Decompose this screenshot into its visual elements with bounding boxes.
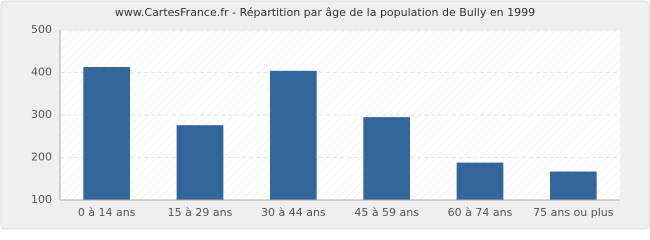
bar	[176, 125, 224, 200]
y-tick-label: 500	[31, 23, 52, 36]
y-tick-label: 100	[31, 193, 52, 206]
x-tick-label: 75 ans ou plus	[533, 206, 614, 219]
bar	[83, 66, 130, 200]
x-tick-label: 45 à 59 ans	[354, 206, 419, 219]
chart: www.CartesFrance.fr - Répartition par âg…	[0, 0, 650, 230]
y-tick-label: 300	[31, 108, 52, 121]
x-tick-label: 0 à 14 ans	[78, 206, 136, 219]
bar	[550, 171, 597, 200]
x-tick-label: 30 à 44 ans	[261, 206, 326, 219]
y-tick-label: 400	[31, 66, 52, 79]
x-tick-label: 60 à 74 ans	[448, 206, 513, 219]
chart-title: www.CartesFrance.fr - Répartition par âg…	[115, 6, 535, 19]
bar	[456, 162, 504, 200]
x-tick-label: 15 à 29 ans	[168, 206, 233, 219]
y-tick-label: 200	[31, 151, 52, 164]
bar	[363, 117, 410, 200]
bar	[270, 70, 317, 200]
